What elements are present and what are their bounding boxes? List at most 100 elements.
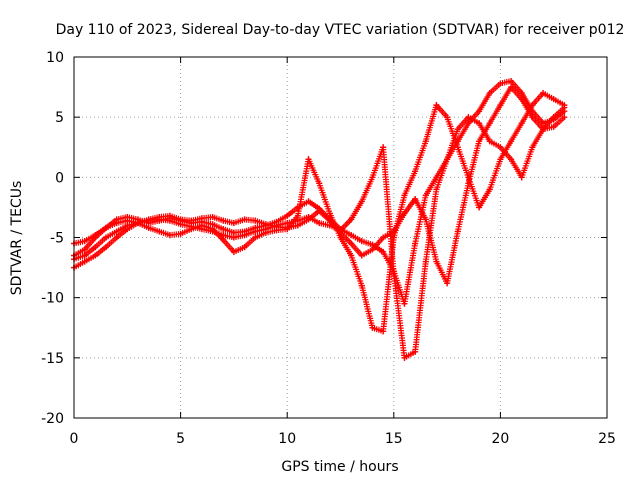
x-tick-label: 20 [491, 431, 509, 447]
data-point [433, 102, 440, 109]
data-point [156, 228, 163, 235]
data-point [550, 114, 557, 121]
data-point [81, 246, 88, 253]
x-tick-label: 5 [176, 431, 185, 447]
data-point [358, 198, 365, 205]
data-point [188, 217, 195, 224]
data-point [380, 144, 387, 151]
data-point [486, 120, 493, 127]
data-point [316, 208, 323, 215]
data-point [358, 252, 365, 259]
data-point [401, 210, 408, 217]
y-tick-label: -10 [41, 291, 64, 307]
data-point [497, 102, 504, 109]
data-point [273, 222, 280, 229]
data-point [465, 174, 472, 181]
data-point [550, 96, 557, 103]
data-point [156, 216, 163, 223]
data-point [145, 224, 152, 231]
data-point [476, 204, 483, 211]
data-point [369, 324, 376, 331]
data-series [71, 78, 568, 307]
data-point [529, 102, 536, 109]
data-point [348, 216, 355, 223]
data-point [401, 354, 408, 361]
data-point [230, 234, 237, 241]
data-point [220, 217, 227, 224]
data-point [166, 232, 173, 239]
data-point [518, 90, 525, 97]
data-point [81, 238, 88, 245]
data-point [454, 228, 461, 235]
data-point [305, 214, 312, 221]
x-tick-label: 15 [385, 431, 403, 447]
data-point [401, 300, 408, 307]
data-point [305, 198, 312, 205]
data-point [220, 232, 227, 239]
data-point [561, 114, 568, 121]
data-point [486, 186, 493, 193]
data-point [337, 234, 344, 241]
data-point [92, 232, 99, 239]
x-tick-label: 25 [598, 431, 616, 447]
data-point [476, 138, 483, 145]
chart-title: Day 110 of 2023, Sidereal Day-to-day VTE… [56, 22, 625, 38]
data-point [209, 214, 216, 221]
data-point [369, 174, 376, 181]
data-point [518, 120, 525, 127]
data-point [241, 216, 248, 223]
data-point [497, 144, 504, 151]
data-point [284, 226, 291, 233]
data-point [422, 138, 429, 145]
data-point [422, 216, 429, 223]
series-markers [71, 78, 566, 307]
data-point [465, 114, 472, 121]
data-point [412, 168, 419, 175]
y-tick-label: -5 [50, 231, 64, 247]
y-tick-label: 10 [46, 50, 64, 66]
data-point [305, 156, 312, 163]
tick-layer: 0 5 10 15 20 25 10 5 0 -5 -10 -15 -20 [41, 50, 616, 447]
data-point [348, 232, 355, 239]
data-point [540, 120, 547, 127]
data-point [252, 228, 259, 235]
data-point [284, 220, 291, 227]
data-point [348, 240, 355, 247]
data-point [358, 238, 365, 245]
data-point [529, 114, 536, 121]
data-point [390, 270, 397, 277]
data-point [113, 234, 120, 241]
data-point [508, 78, 515, 85]
data-point [102, 224, 109, 231]
data-point [550, 123, 557, 130]
data-point [476, 120, 483, 127]
data-point [465, 120, 472, 127]
data-point [316, 180, 323, 187]
data-point [92, 252, 99, 259]
data-point [486, 90, 493, 97]
data-point [134, 220, 141, 227]
data-point [81, 258, 88, 265]
data-point [348, 252, 355, 259]
data-point [540, 90, 547, 97]
data-point [145, 217, 152, 224]
data-point [113, 228, 120, 235]
data-point [326, 210, 333, 217]
data-point [529, 144, 536, 151]
data-point [198, 226, 205, 233]
data-point [540, 126, 547, 133]
y-tick-label: 0 [55, 170, 64, 186]
data-point [262, 226, 269, 233]
data-point [412, 348, 419, 355]
data-point [284, 212, 291, 219]
data-point [326, 222, 333, 229]
data-point [497, 80, 504, 87]
data-point [113, 220, 120, 227]
data-point [369, 246, 376, 253]
data-point [561, 104, 568, 111]
data-point [422, 258, 429, 265]
data-point [454, 126, 461, 133]
marker-layer [71, 78, 568, 361]
data-point [220, 226, 227, 233]
